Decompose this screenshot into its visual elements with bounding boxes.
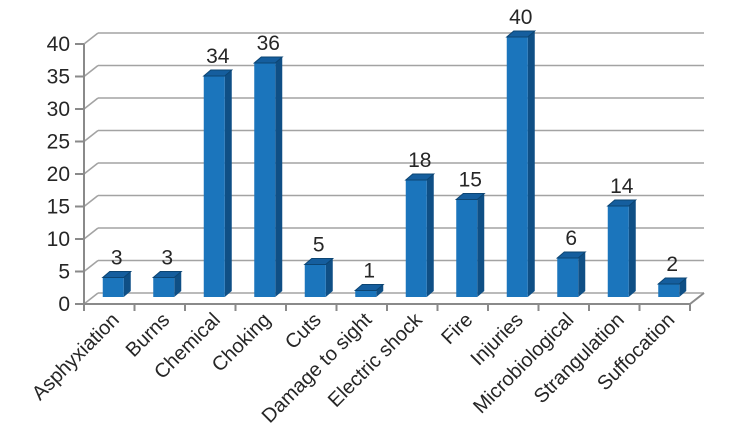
bar-side-face <box>224 70 232 297</box>
category-label: Asphyxiation <box>28 309 124 405</box>
bar-top-face <box>555 251 587 259</box>
bar-value-label: 34 <box>206 45 230 68</box>
gridline-depth-connector <box>83 194 99 208</box>
bar-front-face <box>304 264 326 297</box>
bar-side-face <box>628 200 636 297</box>
bar-value-label: 15 <box>459 169 482 192</box>
y-axis-label: 40 <box>47 33 70 56</box>
bar-value-label: 3 <box>161 247 173 270</box>
bar-value-label: 36 <box>257 32 280 55</box>
bar-top-face <box>252 56 284 64</box>
bar-side-face <box>123 271 131 297</box>
gridline-depth-connector <box>83 64 99 78</box>
bar-front-face <box>254 63 276 297</box>
bar-value-label: 40 <box>509 6 532 29</box>
bar-side-face <box>578 252 586 297</box>
bar-value-label: 3 <box>111 247 123 270</box>
bar-value-label: 6 <box>565 227 577 250</box>
gridline-depth-connector <box>83 227 99 240</box>
bar-value-label: 2 <box>666 253 678 276</box>
bar-side-face <box>477 193 485 297</box>
bar-asphyxiation <box>101 271 133 297</box>
bar-top-face <box>303 258 335 265</box>
y-axis-label: 20 <box>47 163 70 186</box>
bar-chemical <box>202 69 234 297</box>
gridline-depth-connector <box>83 129 99 143</box>
gridline-depth-connector <box>83 32 99 45</box>
bar-top-face <box>151 271 183 278</box>
bar-front-face <box>102 277 124 297</box>
bar-front-face <box>506 37 528 297</box>
bar-front-face <box>658 284 680 297</box>
bar-suffocation <box>656 277 688 297</box>
y-axis-label: 10 <box>47 228 70 251</box>
bar-top-face <box>353 284 385 291</box>
bar-value-label: 5 <box>313 234 325 257</box>
gridline-depth-connector <box>83 162 99 175</box>
bar-strangulation <box>606 199 638 297</box>
bar-value-label: 14 <box>610 175 634 198</box>
bar-fire <box>454 193 486 297</box>
bar-front-face <box>607 206 629 297</box>
gridline-depth-connector <box>83 97 99 110</box>
y-axis-label: 35 <box>47 66 70 89</box>
bar-electric-shock <box>404 173 436 297</box>
y-axis-label: 0 <box>58 293 70 316</box>
bar-side-face <box>174 271 182 297</box>
bar-front-face <box>405 180 427 297</box>
bar-front-face <box>557 258 579 297</box>
floor-right-depth-edge <box>689 292 705 305</box>
y-axis-label: 15 <box>47 196 70 219</box>
y-axis-label: 5 <box>58 261 70 284</box>
bar-front-face <box>153 277 175 297</box>
bar-top-face <box>505 30 537 38</box>
bar-side-face <box>275 57 283 297</box>
category-label: Fire <box>437 309 477 349</box>
bar-side-face <box>376 284 384 297</box>
y-axis-label: 30 <box>47 98 70 121</box>
bar-top-face <box>454 193 486 200</box>
gridline-depth-connector <box>83 292 99 305</box>
bar-value-label: 1 <box>363 260 375 283</box>
bar-cuts <box>303 258 335 297</box>
bar-side-face <box>325 258 333 297</box>
bar-side-face <box>426 174 434 297</box>
bar-top-face <box>404 173 436 181</box>
bar-side-face <box>527 31 535 297</box>
bar-microbiological <box>555 251 587 297</box>
bar-top-face <box>606 199 638 207</box>
bar-choking <box>252 56 284 297</box>
bar-value-label: 18 <box>408 149 431 172</box>
bar-top-face <box>202 69 234 77</box>
bar-burns <box>151 271 183 297</box>
bar-top-face <box>101 271 133 278</box>
bar-front-face <box>456 199 478 297</box>
gridline-depth-connector <box>83 259 99 273</box>
bar-damage-to-sight <box>353 284 385 297</box>
bar-front-face <box>203 76 225 297</box>
y-axis-label: 25 <box>47 131 70 154</box>
category-label: Cuts <box>281 309 326 354</box>
bar-top-face <box>656 277 688 285</box>
bar-injuries <box>505 30 537 297</box>
bar-front-face <box>355 290 377 297</box>
